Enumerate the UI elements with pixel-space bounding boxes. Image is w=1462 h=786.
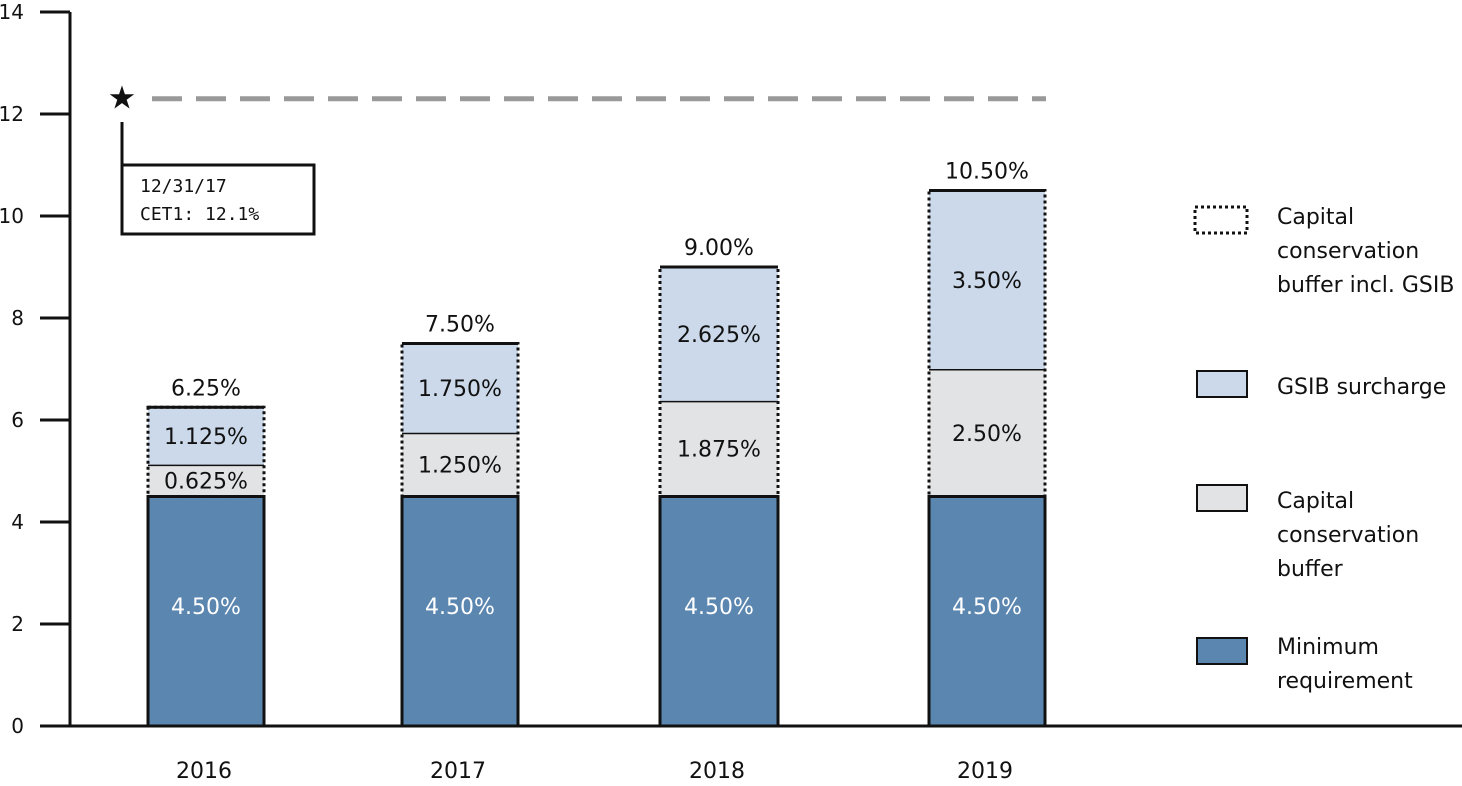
legend-label: Capital — [1277, 489, 1354, 514]
data-label: 4.50% — [171, 595, 241, 620]
y-tick-label: 8 — [11, 306, 24, 330]
legend-label: buffer incl. GSIB — [1277, 273, 1454, 298]
star-icon: ★ — [108, 79, 137, 117]
data-label: 1.125% — [164, 425, 248, 450]
data-label: 4.50% — [684, 595, 754, 620]
bar-segment-ccb — [148, 464, 264, 497]
total-label: 9.00% — [684, 236, 754, 261]
y-tick-label: 4 — [11, 510, 24, 534]
legend-swatch — [1196, 370, 1248, 398]
data-label: 3.50% — [952, 269, 1022, 294]
bar-outline-minimum — [658, 495, 780, 728]
data-label: 2.625% — [677, 323, 761, 348]
legend-swatch — [1196, 484, 1248, 512]
bar-segment-gsib — [148, 407, 264, 465]
x-tick-label: 2017 — [430, 759, 486, 784]
legend-label: conservation — [1277, 523, 1419, 548]
bar-outline-minimum — [146, 495, 266, 728]
y-tick-label: 6 — [11, 408, 24, 432]
legend-label: GSIB surcharge — [1277, 375, 1446, 400]
legend-label: requirement — [1277, 669, 1413, 694]
bar-segment-gsib — [660, 267, 778, 401]
bar-segment-minimum — [929, 496, 1045, 726]
total-label: 10.50% — [945, 160, 1029, 185]
x-tick-label: 2019 — [957, 759, 1013, 784]
x-tick-label: 2018 — [689, 759, 745, 784]
data-label: 4.50% — [425, 595, 495, 620]
bar-segment-ccb — [929, 369, 1045, 497]
bar-segment-ccb — [402, 432, 518, 497]
bar-segment-minimum — [402, 496, 518, 726]
y-tick-label: 0 — [11, 714, 24, 738]
data-label: 1.750% — [418, 377, 502, 402]
y-tick-label: 10 — [0, 204, 24, 228]
bar-outline-buffer — [400, 342, 520, 498]
legend-swatch-dotted — [1193, 205, 1249, 235]
annotation-box — [120, 122, 316, 236]
legend-swatch — [1196, 637, 1248, 665]
bar-segment-minimum — [660, 496, 778, 726]
bar-segment-gsib — [402, 343, 518, 433]
bar-outline-buffer — [927, 189, 1047, 498]
y-tick-label: 2 — [11, 612, 24, 636]
annotation-value: CET1: 12.1% — [140, 204, 259, 225]
x-tick-label: 2016 — [176, 759, 232, 784]
legend-label: Minimum — [1277, 635, 1379, 660]
y-tick-label: 14 — [0, 0, 24, 24]
data-label: 0.625% — [164, 470, 248, 495]
y-tick-label: 12 — [0, 102, 24, 126]
bar-segment-gsib — [929, 190, 1045, 369]
annotation-date: 12/31/17 — [140, 176, 227, 197]
total-label: 6.25% — [171, 376, 241, 401]
data-label: 2.50% — [952, 422, 1022, 447]
total-label: 7.50% — [425, 313, 495, 338]
legend-label: conservation — [1277, 239, 1419, 264]
data-label: 1.250% — [418, 454, 502, 479]
legend-label: buffer — [1277, 557, 1344, 582]
data-label: 1.875% — [677, 438, 761, 463]
bar-segment-ccb — [660, 400, 778, 497]
legend-label: Capital — [1277, 205, 1354, 230]
bar-segment-minimum — [148, 496, 264, 726]
data-label: 4.50% — [952, 595, 1022, 620]
